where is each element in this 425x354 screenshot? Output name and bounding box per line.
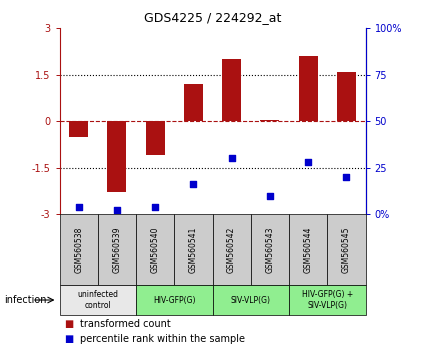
- Text: GSM560541: GSM560541: [189, 226, 198, 273]
- Bar: [107, 121, 127, 193]
- Bar: [222, 59, 241, 121]
- Bar: [174, 214, 212, 285]
- Bar: [212, 285, 289, 315]
- Text: percentile rank within the sample: percentile rank within the sample: [80, 334, 245, 344]
- Bar: [60, 214, 98, 285]
- Text: ■: ■: [64, 334, 73, 344]
- Text: uninfected
control: uninfected control: [77, 290, 118, 310]
- Point: [266, 193, 273, 198]
- Point: [75, 204, 82, 210]
- Text: GSM560544: GSM560544: [303, 226, 313, 273]
- Text: GSM560542: GSM560542: [227, 226, 236, 273]
- Text: HIV-GFP(G) +
SIV-VLP(G): HIV-GFP(G) + SIV-VLP(G): [302, 290, 353, 310]
- Point: [305, 159, 312, 165]
- Point: [228, 156, 235, 161]
- Point: [190, 182, 197, 187]
- Bar: [327, 214, 366, 285]
- Text: GDS4225 / 224292_at: GDS4225 / 224292_at: [144, 11, 281, 24]
- Text: GSM560539: GSM560539: [112, 226, 122, 273]
- Bar: [184, 84, 203, 121]
- Text: ■: ■: [64, 319, 73, 329]
- Point: [113, 207, 120, 213]
- Bar: [337, 72, 356, 121]
- Text: GSM560538: GSM560538: [74, 226, 83, 273]
- Bar: [136, 214, 174, 285]
- Text: HIV-GFP(G): HIV-GFP(G): [153, 296, 196, 304]
- Point: [152, 204, 159, 210]
- Bar: [260, 120, 280, 121]
- Text: GSM560543: GSM560543: [265, 226, 275, 273]
- Text: SIV-VLP(G): SIV-VLP(G): [231, 296, 271, 304]
- Bar: [289, 285, 366, 315]
- Bar: [145, 121, 164, 155]
- Bar: [98, 214, 136, 285]
- Bar: [298, 56, 317, 121]
- Bar: [60, 285, 136, 315]
- Text: GSM560540: GSM560540: [150, 226, 160, 273]
- Bar: [251, 214, 289, 285]
- Bar: [212, 214, 251, 285]
- Bar: [136, 285, 212, 315]
- Bar: [289, 214, 327, 285]
- Text: transformed count: transformed count: [80, 319, 171, 329]
- Text: infection: infection: [4, 295, 47, 305]
- Text: GSM560545: GSM560545: [342, 226, 351, 273]
- Point: [343, 174, 350, 180]
- Bar: [69, 121, 88, 137]
